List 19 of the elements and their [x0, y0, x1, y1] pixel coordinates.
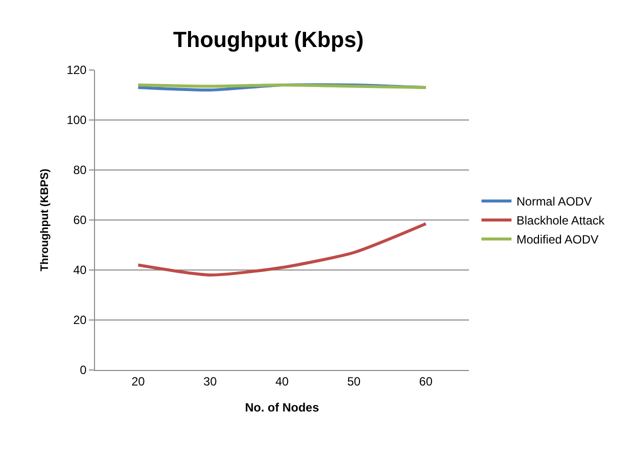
y-tick-label: 20: [73, 313, 87, 328]
y-tick-label: 60: [73, 213, 87, 228]
legend-label: Modified AODV: [516, 232, 599, 247]
x-tick-label: 40: [275, 374, 289, 388]
x-tick-label: 60: [419, 374, 433, 388]
x-axis-title: No. of Nodes: [245, 400, 320, 414]
y-axis-title: Throughput (KBPS): [39, 168, 52, 272]
x-tick-label: 30: [203, 374, 218, 388]
y-tick-label: 0: [80, 363, 87, 378]
y-tick-label: 80: [73, 163, 87, 178]
y-tick-label: 40: [73, 263, 87, 278]
x-tick-label: 50: [347, 374, 361, 388]
line-series: [136, 222, 428, 276]
x-tick-label: 20: [131, 374, 146, 388]
legend-label: Normal AODV: [516, 194, 592, 209]
y-tick-label: 100: [66, 113, 87, 128]
legend-label: Blackhole Attack: [516, 214, 606, 228]
y-tick-label: 120: [66, 63, 87, 78]
chart-title: Thoughput (Kbps): [173, 26, 364, 52]
